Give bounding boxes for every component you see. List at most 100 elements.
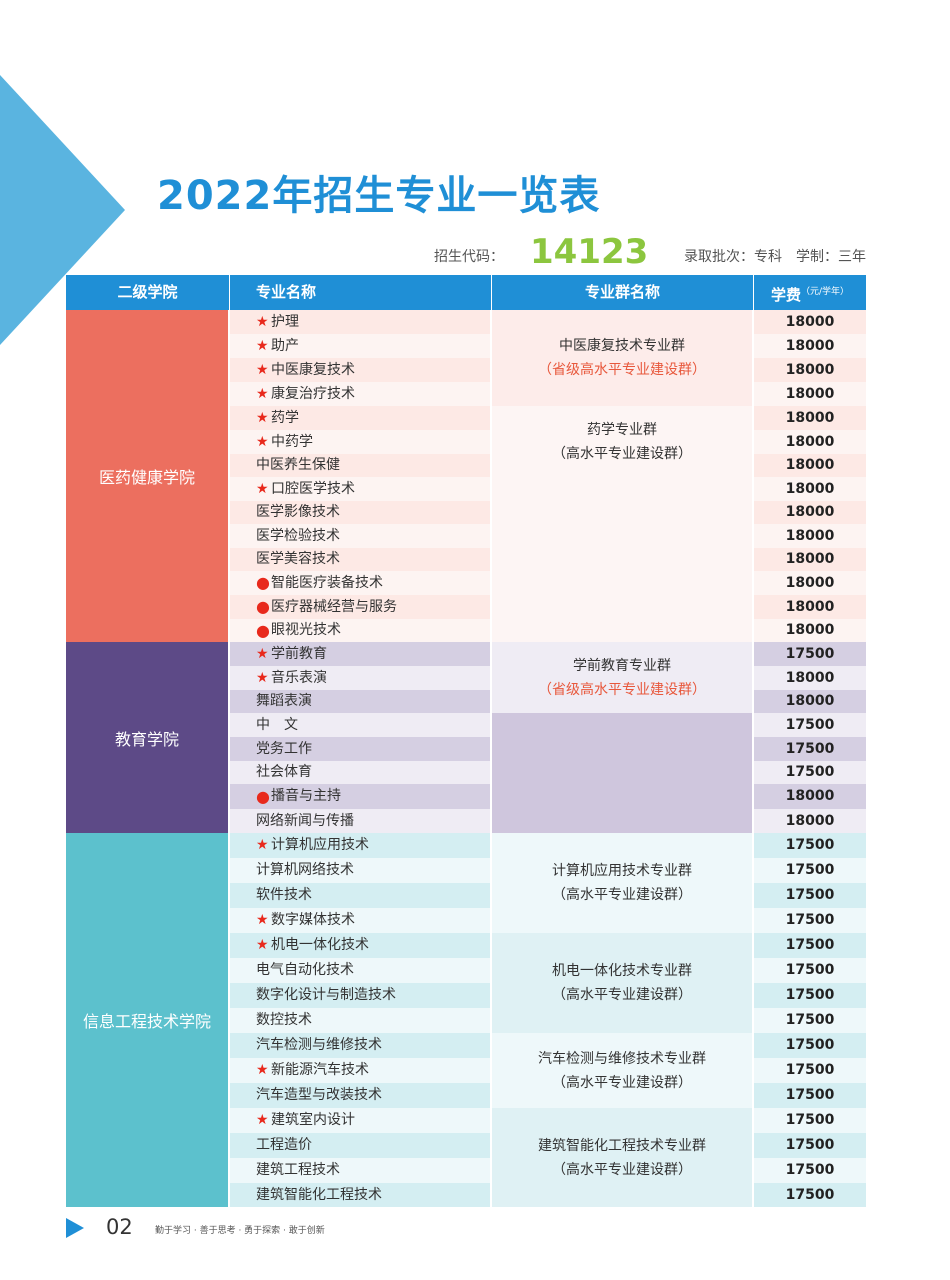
page-title: 2022年招生专业一览表 [157,173,601,219]
group-cell-empty [492,713,752,833]
group-cell-empty [492,477,752,642]
fee-cell: 18000 [754,454,866,477]
group-cell: 学前教育专业群 （省级高水平专业建设群） [492,642,752,713]
table-row-major: ★ 新能源汽车技术 [230,1058,490,1083]
dot-icon: ● [256,597,270,616]
code-label: 招生代码： [434,249,504,265]
group-cell: 建筑智能化工程技术专业群 （高水平专业建设群） [492,1108,752,1207]
header-group: 专业群名称 [492,275,754,310]
group-name: 学前教育专业群 [573,657,671,674]
dot-icon: ● [256,621,270,640]
fee-cell: 17500 [754,883,866,908]
group-name: 机电一体化技术专业群 [552,963,692,979]
table-row-major: 计算机网络技术 [230,858,490,883]
group-name: 汽车检测与维修技术专业群 [538,1050,706,1067]
fee-cell: 18000 [754,358,866,382]
header-fee-unit: （元/学年） [800,287,850,297]
star-icon: ★ [256,481,269,497]
major-name: 医学美容技术 [256,551,340,567]
major-name: 党务工作 [256,741,312,757]
major-name: 医学检验技术 [256,528,340,544]
college-cell: 医药健康学院 [66,310,228,642]
major-name: 中 文 [256,717,298,733]
fee-cell: 17500 [754,1058,866,1083]
table-row-major: ● 播音与主持 [230,784,490,809]
table-row-major: 数字化设计与制造技术 [230,983,490,1008]
table-row-major: 汽车检测与维修技术 [230,1033,490,1058]
major-name: 音乐表演 [271,670,327,686]
group-note: （高水平专业建设群） [552,1074,692,1091]
table-header: 二级学院 专业名称 专业群名称 学费（元/学年） [66,275,866,310]
table-row-major: ★ 学前教育 [230,642,490,666]
fee-cell: 18000 [754,406,866,430]
star-icon: ★ [256,912,269,928]
fee-cell: 17500 [754,958,866,983]
fee-cell: 17500 [754,761,866,784]
table-row-major: ★ 药学 [230,406,490,430]
table-row-major: 电气自动化技术 [230,958,490,983]
fee-cell: 17500 [754,983,866,1008]
fee-cell: 18000 [754,477,866,501]
table-row-major: 医学影像技术 [230,501,490,524]
table-row-major: 党务工作 [230,737,490,761]
fee-cell: 18000 [754,524,866,548]
major-name: 新能源汽车技术 [271,1062,369,1078]
star-icon: ★ [256,362,269,378]
group-cell: 机电一体化技术专业群 （高水平专业建设群） [492,933,752,1033]
group-note: （高水平专业建设群） [552,1161,692,1178]
table-row-major: 建筑工程技术 [230,1158,490,1183]
fee-cell: 18000 [754,571,866,595]
major-name: 建筑工程技术 [256,1162,340,1178]
page-number: 02 [106,1215,133,1239]
college-name: 医药健康学院 [98,468,195,487]
table-row-major: ★ 中药学 [230,430,490,454]
header-fee: 学费（元/学年） [754,275,866,310]
major-name: 数控技术 [256,1012,312,1028]
major-name: 口腔医学技术 [271,481,355,497]
fee-cell: 18000 [754,595,866,619]
fee-cell: 17500 [754,713,866,737]
table-row-major: ★ 数字媒体技术 [230,908,490,933]
table-row-major: ★ 音乐表演 [230,666,490,690]
group-name: 药学专业群 [587,421,657,438]
fee-cell: 18000 [754,382,866,406]
table-row-major: 汽车造型与改装技术 [230,1083,490,1108]
table-row-major: ★ 助产 [230,334,490,358]
fee-cell: 18000 [754,784,866,809]
major-name: 播音与主持 [271,788,341,804]
group-note: （省级高水平专业建设群） [538,362,706,378]
header-college: 二级学院 [66,275,230,310]
fee-cell: 18000 [754,666,866,690]
footer-slogan: 勤于学习 · 善于思考 · 勇于探索 · 敢于创新 [155,1226,325,1236]
major-name: 智能医疗装备技术 [271,575,383,591]
table-row-major: 数控技术 [230,1008,490,1033]
header-major: 专业名称 [230,275,492,310]
table-row-major: 社会体育 [230,761,490,784]
fee-cell: 18000 [754,548,866,571]
major-name: 舞蹈表演 [256,693,312,709]
group-cell: 中医康复技术专业群 （省级高水平专业建设群） [492,310,752,406]
major-name: 建筑室内设计 [271,1112,355,1128]
star-icon: ★ [256,434,269,450]
table-row-major: ★ 中医康复技术 [230,358,490,382]
batch-info: 录取批次：专科 学制：三年 [684,249,866,265]
major-name: 机电一体化技术 [271,937,369,953]
major-name: 电气自动化技术 [256,962,354,978]
table-row-major: 软件技术 [230,883,490,908]
major-name: 网络新闻与传播 [256,813,354,829]
fee-cell: 17500 [754,737,866,761]
major-name: 建筑智能化工程技术 [256,1187,382,1203]
major-name: 计算机应用技术 [271,837,369,853]
fee-cell: 18000 [754,334,866,358]
table-row-major: 中医养生保健 [230,454,490,477]
group-cell: 汽车检测与维修技术专业群 （高水平专业建设群） [492,1033,752,1108]
table-row-major: ★ 建筑室内设计 [230,1108,490,1133]
star-icon: ★ [256,670,269,686]
dot-icon: ● [256,573,270,592]
fee-cell: 17500 [754,1033,866,1058]
group-cell: 药学专业群 （高水平专业建设群） [492,406,752,477]
star-icon: ★ [256,646,269,662]
fee-cell: 18000 [754,310,866,334]
star-icon: ★ [256,314,269,330]
play-arrow-icon [66,1218,84,1238]
